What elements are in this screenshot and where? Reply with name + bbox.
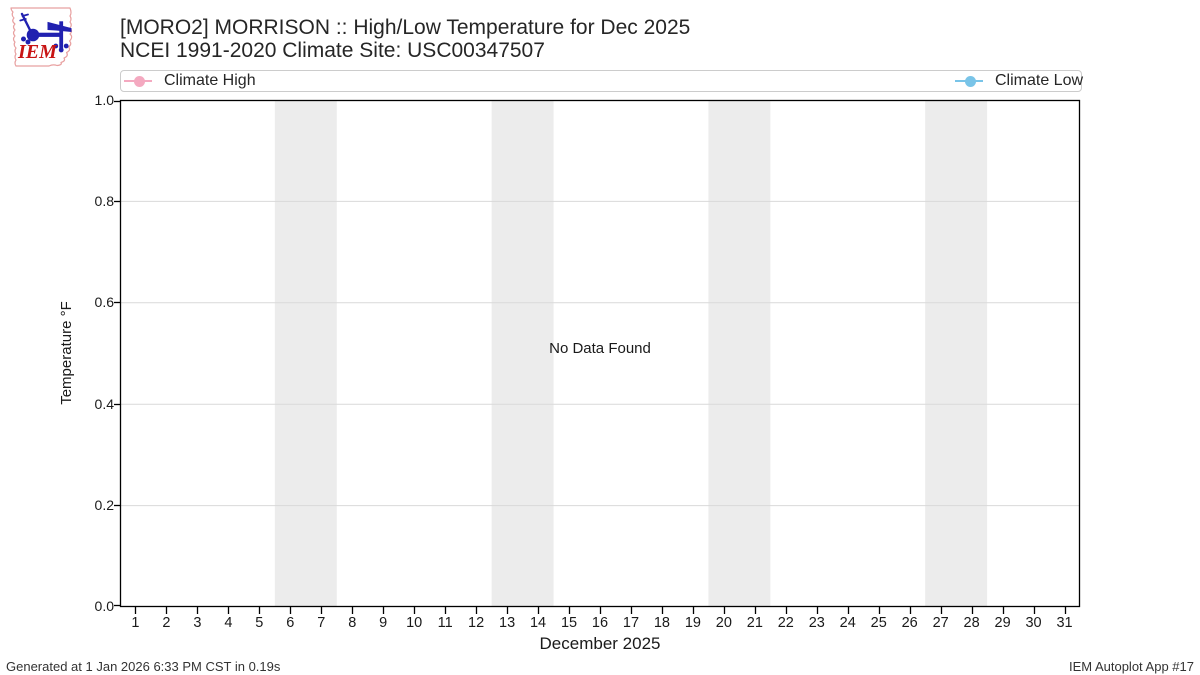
svg-text:IEM: IEM [17,41,58,63]
svg-text:No Data Found: No Data Found [549,340,651,357]
